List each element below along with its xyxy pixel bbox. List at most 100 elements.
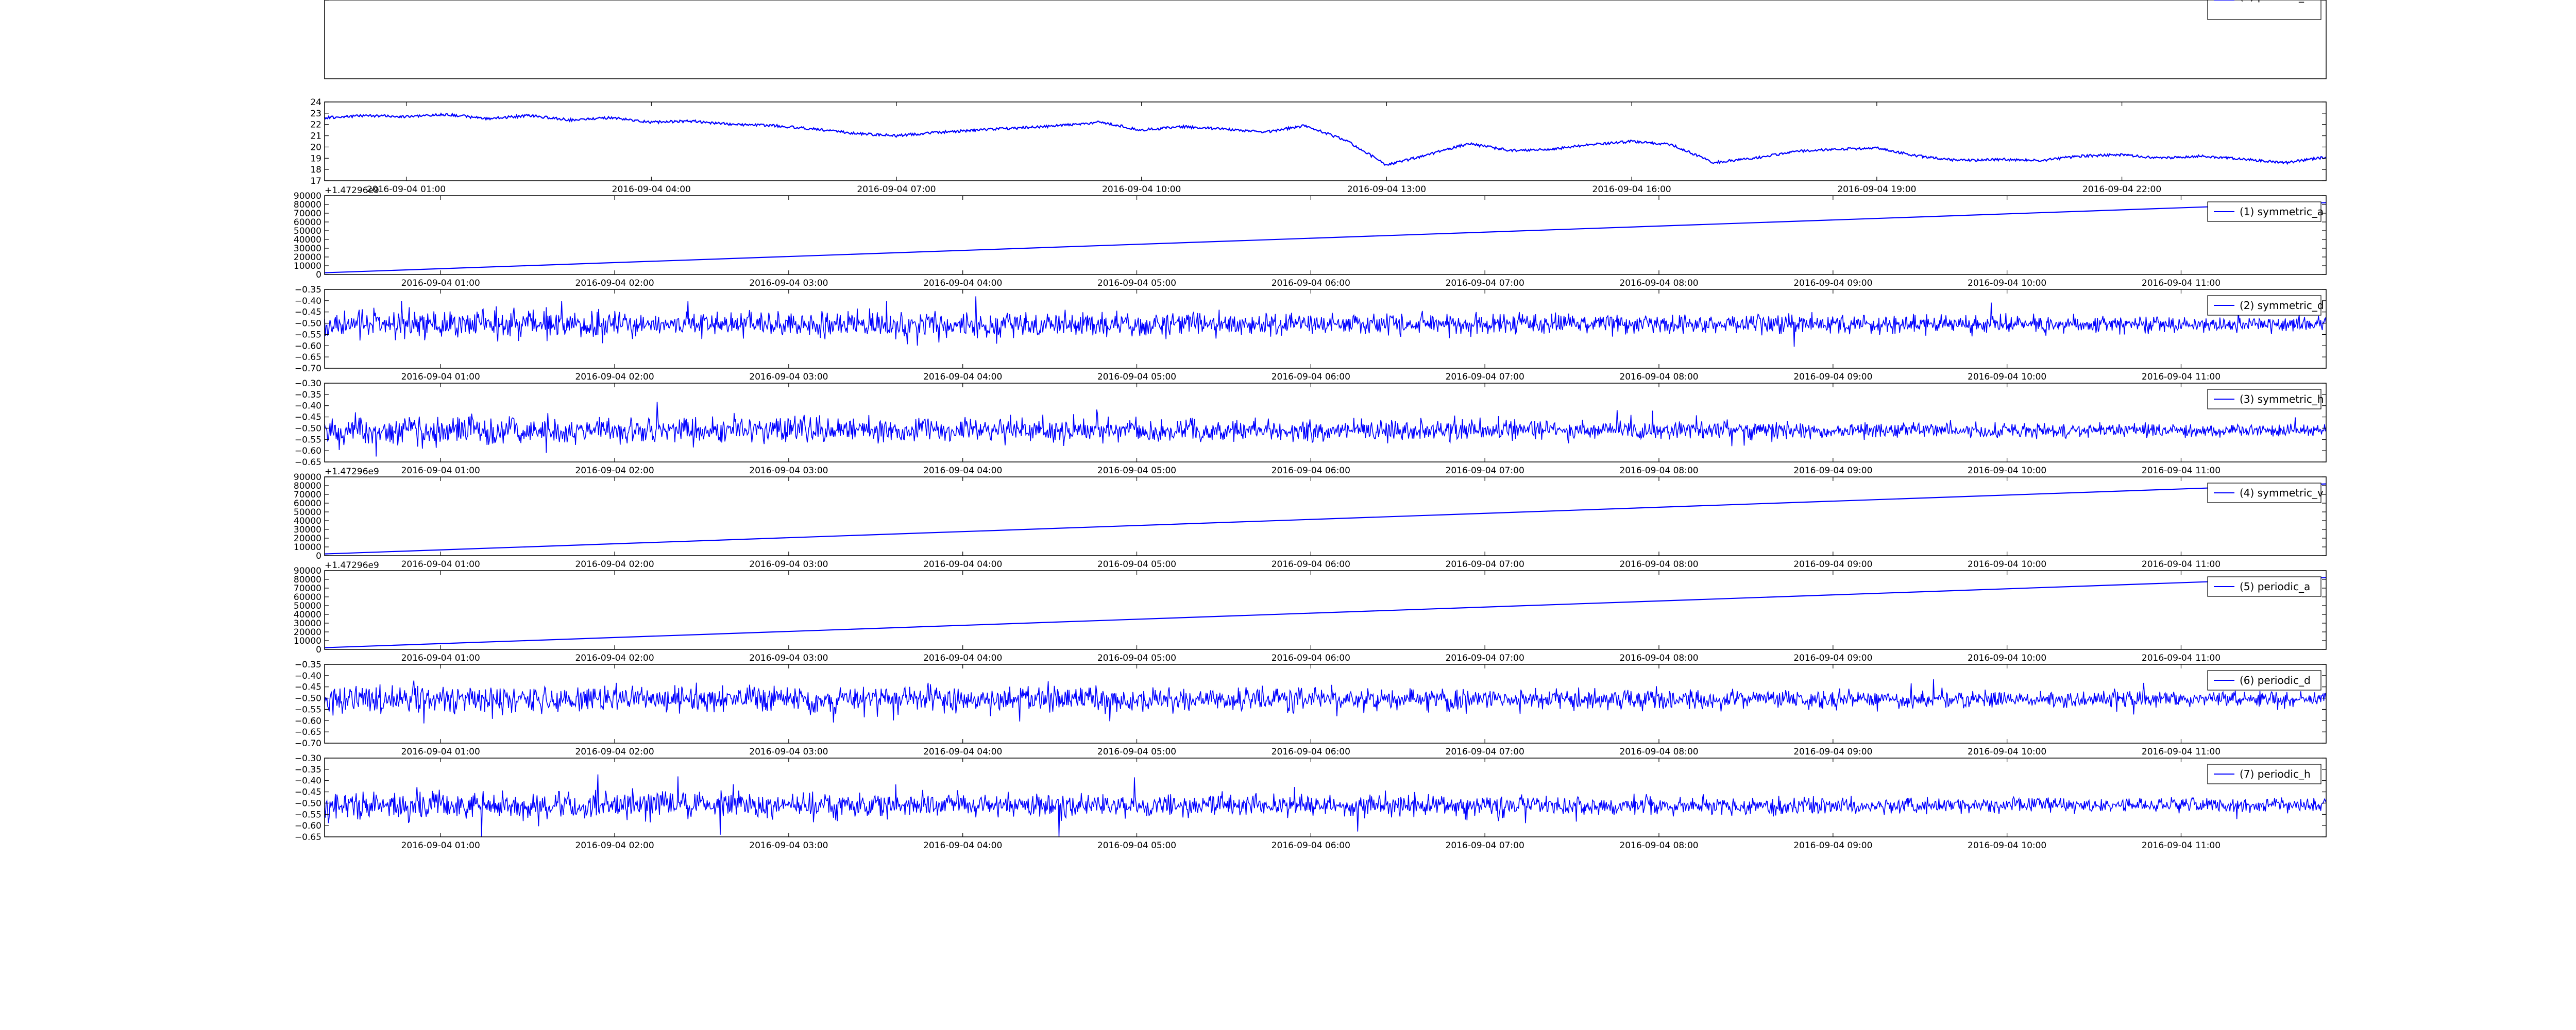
x-tick-label: 2016-09-04 10:00 [1968,372,2046,382]
y-tick-label: 70000 [294,0,321,3]
x-tick-label: 2016-09-04 02:00 [575,840,654,851]
x-tick-label: 2016-09-04 05:00 [1097,278,1176,288]
subplot-3: −0.70−0.65−0.60−0.55−0.50−0.45−0.40−0.35… [295,285,2327,382]
x-tick-label: 2016-09-04 08:00 [1619,747,1698,757]
y-tick-label: 22 [310,120,321,130]
x-tick-label: 2016-09-04 03:00 [749,278,828,288]
y-tick-label: 80000 [294,575,321,585]
x-tick-label: 2016-09-04 01:00 [401,466,480,476]
y-tick-label: 30000 [294,244,321,254]
y-tick-label: −0.40 [295,671,321,681]
legend-label: (6) periodic_d [2240,674,2311,686]
x-tick-label: 2016-09-04 07:00 [1446,840,1524,851]
y-tick-label: −0.35 [295,765,321,775]
x-tick-label: 2016-09-04 11:00 [2142,278,2221,288]
x-tick-label: 2016-09-04 05:00 [1097,747,1176,757]
y-tick-label: 70000 [294,490,321,500]
y-tick-label: −0.50 [295,798,321,809]
series-line-1-1 [324,112,2327,166]
y-tick-label: 20000 [294,252,321,263]
y-tick-label: −0.55 [295,330,321,340]
axis-offset-text: +1.47296e9 [325,560,379,571]
x-tick-label: 2016-09-04 08:00 [1619,372,1698,382]
legend: (3) symmetric_h [2207,389,2324,409]
x-tick-label: 2016-09-04 10:00 [1968,747,2046,757]
x-tick-label: 2016-09-04 03:00 [749,372,828,382]
y-tick-label: 19 [310,153,321,164]
y-tick-label: −0.70 [295,364,321,374]
x-tick-label: 2016-09-04 07:00 [1446,372,1524,382]
x-tick-label: 2016-09-04 05:00 [1097,466,1176,476]
y-tick-label: 40000 [294,235,321,245]
x-tick-label: 2016-09-04 02:00 [575,372,654,382]
x-tick-label: 2016-09-04 02:00 [575,653,654,663]
x-tick-label: 2016-09-04 06:00 [1272,0,1350,3]
axes-frame [324,289,2327,369]
y-tick-label: −0.60 [295,716,321,726]
x-tick-label: 2016-09-04 09:00 [1793,278,1872,288]
x-tick-label: 2016-09-04 22:00 [2082,184,2161,195]
y-tick-label: −0.60 [295,446,321,456]
x-tick-label: 2016-09-04 06:00 [1272,653,1350,663]
x-tick-label: 2016-09-04 07:00 [1446,0,1524,3]
x-tick-label: 2016-09-04 09:00 [1793,372,1872,382]
x-tick-label: 2016-09-04 11:00 [2142,747,2221,757]
series-line-2-1 [324,202,2327,273]
legend-label: (7) periodic_h [2240,768,2311,780]
y-tick-label: 60000 [294,0,321,3]
y-tick-label: 23 [310,109,321,119]
y-tick-label: 20000 [294,534,321,544]
x-tick-label: 2016-09-04 04:00 [923,747,1002,757]
x-tick-label: 2016-09-04 04:00 [923,840,1002,851]
y-tick-label: 60000 [294,592,321,603]
y-tick-label: 0 [316,270,321,280]
x-tick-label: 2016-09-04 06:00 [1272,747,1350,757]
x-tick-label: 2016-09-04 01:00 [401,840,480,851]
x-tick-label: 2016-09-04 10:00 [1968,0,2046,3]
y-tick-label: 90000 [294,0,321,3]
x-tick-label: 2016-09-04 02:00 [575,278,654,288]
x-tick-label: 2016-09-04 05:00 [1097,0,1176,3]
x-tick-label: 2016-09-04 05:00 [1097,653,1176,663]
y-tick-label: −0.45 [295,682,321,693]
y-tick-label: 24 [310,97,321,108]
x-tick-label: 2016-09-04 09:00 [1793,653,1872,663]
x-tick-label: 2016-09-04 01:00 [401,0,480,3]
y-tick-label: 40000 [294,516,321,526]
x-tick-label: 2016-09-04 08:00 [1619,840,1698,851]
legend-label: (2) symmetric_d [2240,299,2324,312]
axes-frame [324,383,2327,462]
legend: (4) symmetric_v [2207,483,2324,503]
series-line-5-1 [324,483,2327,555]
x-tick-label: 2016-09-04 08:00 [1619,278,1698,288]
x-tick-label: 2016-09-04 16:00 [1592,184,1671,195]
y-tick-label: −0.65 [295,457,321,468]
x-tick-label: 2016-09-04 02:00 [575,466,654,476]
y-tick-label: 50000 [294,0,321,3]
x-tick-label: 2016-09-04 03:00 [749,466,828,476]
x-tick-label: 2016-09-04 11:00 [2142,0,2221,3]
series-line-8-1 [324,774,2327,837]
x-tick-label: 2016-09-04 09:00 [1793,840,1872,851]
y-tick-label: 0 [316,551,321,561]
y-tick-label: −0.65 [295,727,321,737]
y-tick-label: −0.50 [295,694,321,704]
y-tick-label: 30000 [294,525,321,535]
axes-frame [324,664,2327,744]
series-line-3-1 [324,296,2327,347]
x-tick-label: 2016-09-04 06:00 [1272,840,1350,851]
x-tick-label: 2016-09-04 04:00 [923,653,1002,663]
subplot-7: −0.70 −0.65−0.60−0.55−0.50−0.45−0.40−0.35… [295,660,2327,757]
y-tick-label: 70000 [294,209,321,219]
x-tick-label: 2016-09-04 19:00 [1837,184,1916,195]
legend-label: (8) periodic_v [2240,0,2310,3]
x-tick-label: 2016-09-04 03:00 [749,747,828,757]
x-tick-label: 2016-09-04 08:00 [1619,559,1698,570]
x-tick-label: 2016-09-04 06:00 [1272,559,1350,570]
y-tick-label: −0.40 [295,401,321,411]
axes-frame [324,195,2327,275]
legend: (2) symmetric_d [2207,295,2324,316]
x-tick-label: 2016-09-04 07:00 [1446,278,1524,288]
legend-label: (4) symmetric_v [2240,487,2324,499]
